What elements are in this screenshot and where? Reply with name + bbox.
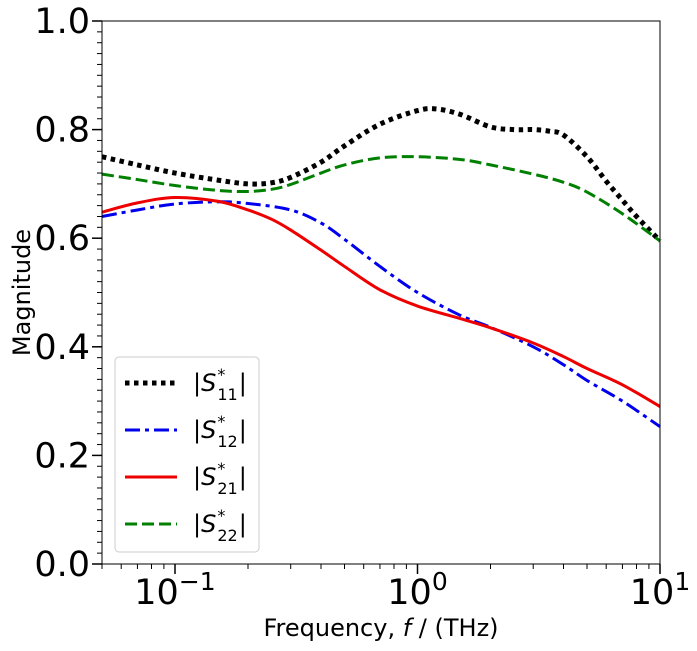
legend: |S* 11| |S* 12| |S* 21| |S* 22| [114,356,260,553]
y-tick-label: 0.6 [34,219,90,259]
legend-label-s22: |S* 22| [193,506,247,545]
y-tick-label: 0.8 [34,111,90,151]
series-line-s22 [101,155,661,243]
series-layer [101,106,662,428]
legend-label-s21: |S* 21| [193,459,247,498]
plot-area-frame [101,20,661,565]
x-tick-label: 100 [387,567,447,613]
y-tick-label: 1.0 [34,2,90,42]
series-line-s12 [101,200,661,428]
x-tick-label: 10−1 [134,567,215,613]
y-axis-label: Magnitude [8,229,36,356]
y-tick-label: 0.0 [34,545,90,585]
x-axis-label: Frequency, f / (THz) [263,614,498,642]
legend-box [114,356,260,553]
x-tick-label: 101 [630,567,690,613]
series-line-s21 [101,195,661,408]
y-tick-label: 0.2 [34,436,90,476]
y-axis-ticks: 0.0 0.2 0.4 0.6 0.8 1.0 [34,2,102,585]
series-line-s11 [101,106,662,243]
legend-label-s11: |S* 11| [193,365,247,404]
y-tick-label: 0.4 [34,328,90,368]
legend-label-s12: |S* 12| [193,412,247,451]
x-axis-ticks: 10−1 100 101 [101,564,690,613]
